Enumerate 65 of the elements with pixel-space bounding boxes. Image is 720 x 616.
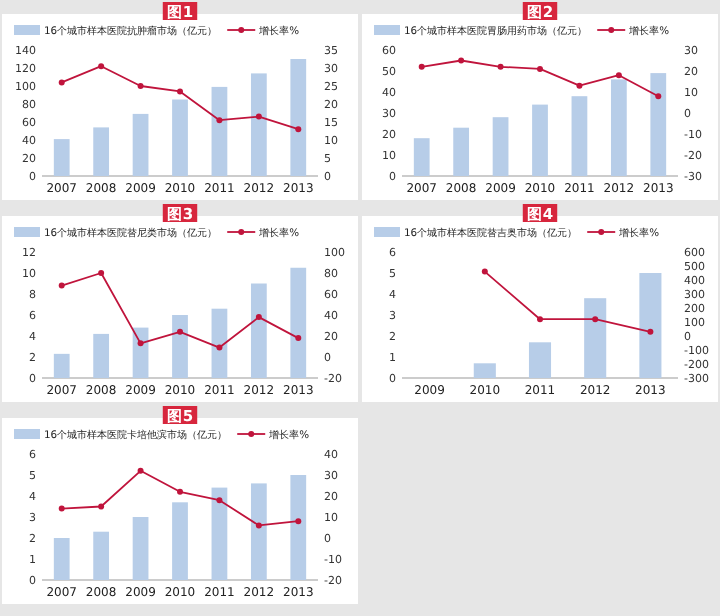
- point: [137, 340, 144, 347]
- bar: [639, 273, 662, 378]
- bar: [250, 73, 267, 176]
- bar: [290, 59, 307, 176]
- point: [458, 57, 465, 64]
- bar: [250, 283, 267, 378]
- point: [177, 88, 183, 95]
- bar: [93, 531, 110, 580]
- bar: [571, 96, 588, 176]
- point: [418, 63, 425, 70]
- bar: [211, 86, 228, 176]
- point: [177, 328, 183, 335]
- bar: [53, 353, 70, 378]
- bar: [473, 363, 496, 378]
- point: [177, 488, 183, 495]
- point: [481, 268, 488, 275]
- point: [98, 503, 105, 510]
- bar: [290, 267, 307, 378]
- bar: [290, 475, 307, 580]
- bar: [172, 99, 188, 176]
- point: [255, 113, 262, 120]
- point: [537, 65, 543, 72]
- point: [216, 344, 223, 351]
- point: [295, 335, 302, 342]
- point: [58, 282, 65, 289]
- bar: [453, 127, 470, 176]
- point: [216, 497, 223, 504]
- point: [295, 126, 302, 133]
- bar: [172, 315, 188, 378]
- bar: [492, 117, 509, 176]
- point: [655, 93, 662, 100]
- bar: [584, 298, 607, 378]
- point: [295, 518, 302, 525]
- point: [58, 79, 65, 86]
- point: [137, 83, 144, 89]
- point: [576, 82, 583, 89]
- point: [592, 316, 599, 323]
- bar: [53, 538, 70, 580]
- bar: [250, 483, 267, 580]
- point: [137, 467, 144, 474]
- point: [98, 63, 105, 70]
- point: [537, 316, 543, 323]
- point: [216, 117, 223, 124]
- bar: [211, 487, 228, 580]
- bar: [610, 79, 627, 176]
- bar: [93, 127, 110, 176]
- point: [98, 270, 105, 276]
- point: [255, 314, 262, 321]
- bar: [132, 517, 149, 580]
- bar: [132, 327, 149, 378]
- point: [647, 328, 654, 335]
- bar: [93, 333, 110, 378]
- bar: [132, 113, 149, 176]
- point: [615, 72, 622, 79]
- line-series: [58, 63, 302, 133]
- bar: [172, 502, 188, 580]
- point: [255, 522, 262, 529]
- bar: [532, 104, 548, 176]
- point: [58, 505, 65, 512]
- bar: [528, 342, 552, 378]
- bar: [53, 139, 70, 176]
- point: [497, 63, 504, 70]
- bar: [211, 308, 228, 378]
- bar: [413, 138, 430, 176]
- bar: [650, 73, 667, 176]
